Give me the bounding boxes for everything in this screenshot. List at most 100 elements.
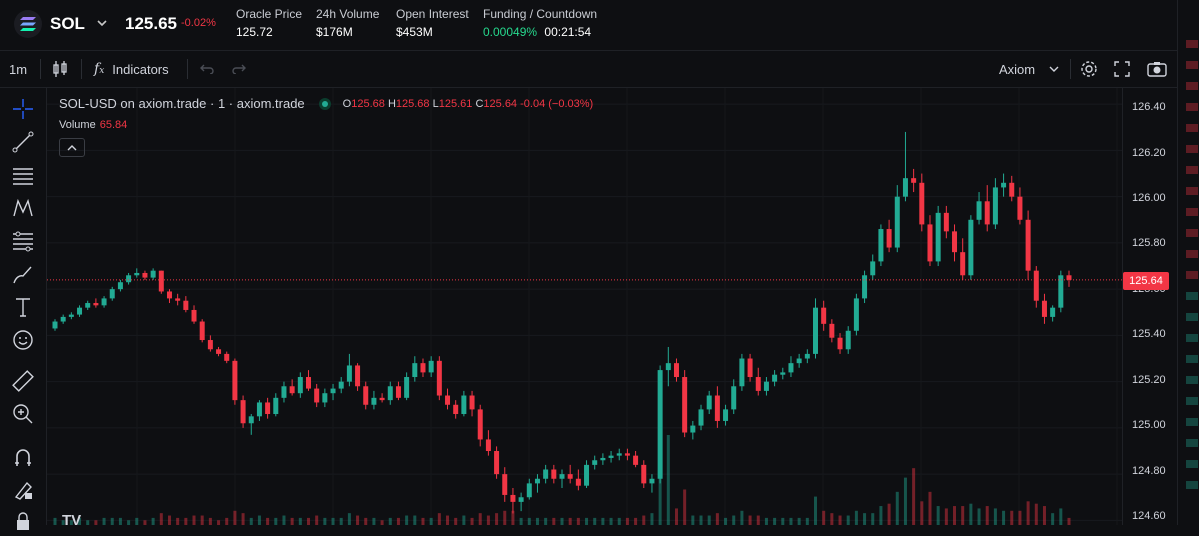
- candle: [485, 430, 491, 456]
- candle: [346, 353, 352, 387]
- ruler-icon[interactable]: [10, 368, 36, 394]
- candle: [461, 390, 467, 417]
- orderbook-row: [1186, 313, 1198, 321]
- high-value: 125.68: [395, 97, 430, 110]
- volume-bar: [814, 496, 817, 525]
- volume-bar: [585, 517, 589, 525]
- lock-icon[interactable]: [10, 510, 36, 536]
- volume-bar: [143, 520, 147, 525]
- layout-selector[interactable]: Axiom: [999, 51, 1059, 87]
- stat-open-interest: Open Interest $453M: [396, 7, 469, 39]
- volume-legend: Volume 65.84: [59, 119, 127, 131]
- stat-label: Funding / Countdown: [483, 7, 598, 21]
- asset-selector[interactable]: SOL: [14, 10, 107, 38]
- volume-bar: [1067, 517, 1071, 525]
- volume-bar: [764, 517, 768, 525]
- candle: [338, 377, 344, 394]
- candle: [543, 464, 549, 484]
- candle: [404, 372, 410, 401]
- volume-bar: [683, 489, 687, 525]
- pattern-icon[interactable]: [10, 195, 36, 221]
- fib-retracement-icon[interactable]: [10, 228, 36, 254]
- settings-gear-icon[interactable]: [1080, 51, 1098, 87]
- candle: [551, 464, 557, 484]
- candle: [526, 478, 532, 500]
- tradingview-logo: TV: [62, 512, 82, 529]
- candle: [772, 370, 778, 387]
- indicators-button[interactable]: fx Indicators: [94, 51, 169, 87]
- emoji-icon[interactable]: [10, 327, 36, 353]
- candle: [224, 351, 230, 364]
- candle: [126, 272, 132, 285]
- candle: [1050, 305, 1056, 322]
- volume-bar: [380, 520, 384, 525]
- divider: [187, 59, 188, 79]
- candle: [600, 453, 606, 465]
- candle: [52, 319, 58, 331]
- horizontal-lines-icon[interactable]: [10, 162, 36, 188]
- candle: [207, 335, 213, 352]
- candle: [935, 205, 941, 267]
- candle-type-icon[interactable]: [52, 51, 68, 87]
- crosshair-icon[interactable]: [10, 96, 36, 122]
- orderbook-row: [1186, 355, 1198, 363]
- camera-icon[interactable]: [1147, 51, 1167, 87]
- volume-bar: [323, 517, 327, 525]
- candle: [853, 293, 859, 336]
- text-tool-icon[interactable]: [10, 294, 36, 320]
- candle: [657, 365, 663, 484]
- zoom-in-icon[interactable]: [10, 401, 36, 427]
- volume-bar: [192, 515, 196, 525]
- interval-button[interactable]: 1m: [9, 61, 28, 77]
- volume-bar: [290, 517, 294, 525]
- volume-bar: [944, 508, 948, 525]
- candlestick-chart[interactable]: [47, 88, 1122, 525]
- price-chart[interactable]: [47, 88, 1122, 525]
- candle: [240, 395, 246, 428]
- indicators-label: Indicators: [112, 61, 169, 77]
- candle: [77, 305, 83, 317]
- volume-bar: [928, 491, 932, 525]
- fullscreen-icon[interactable]: [1114, 51, 1130, 87]
- candle: [1066, 270, 1072, 287]
- stat-funding: Funding / Countdown 0.00049% 00:21:54: [483, 7, 597, 39]
- volume-bar: [781, 517, 785, 525]
- undo-icon[interactable]: [200, 51, 214, 87]
- volume-bar: [94, 520, 98, 525]
- volume-bar: [78, 517, 82, 525]
- volume-bar: [535, 517, 539, 525]
- orderbook-row: [1186, 292, 1198, 300]
- candle: [886, 219, 892, 253]
- price-axis[interactable]: 126.40 126.20 126.00 125.80 125.60 125.4…: [1122, 88, 1178, 525]
- candle: [673, 358, 679, 382]
- volume-bar: [568, 517, 572, 525]
- brush-icon[interactable]: [10, 261, 36, 287]
- lock-drawing-icon[interactable]: [10, 477, 36, 503]
- volume-bar: [977, 508, 981, 525]
- divider: [40, 59, 41, 79]
- price-tick: 125.40: [1132, 328, 1166, 340]
- open-value: 125.68: [351, 97, 385, 110]
- price-tick: 126.20: [1132, 147, 1166, 159]
- price-tick: 125.00: [1132, 419, 1166, 431]
- volume-bar: [388, 517, 392, 525]
- candle: [739, 353, 745, 391]
- chevron-down-icon[interactable]: [97, 18, 107, 30]
- trend-line-icon[interactable]: [10, 129, 36, 155]
- chevron-up-icon: [67, 145, 77, 151]
- open-label: O: [342, 97, 352, 110]
- candle: [804, 349, 810, 364]
- price-tick: 124.80: [1132, 465, 1166, 477]
- volume-bar: [895, 491, 899, 525]
- candle: [265, 397, 271, 419]
- volume-bar: [789, 517, 793, 525]
- magnet-icon[interactable]: [10, 444, 36, 470]
- candle: [420, 358, 426, 378]
- redo-icon[interactable]: [232, 51, 246, 87]
- candle: [1009, 175, 1015, 202]
- volume-bar: [307, 517, 310, 525]
- volume-bar: [756, 515, 760, 525]
- collapse-legend-button[interactable]: [59, 138, 85, 157]
- candle: [837, 333, 843, 354]
- volume-bar: [495, 513, 499, 525]
